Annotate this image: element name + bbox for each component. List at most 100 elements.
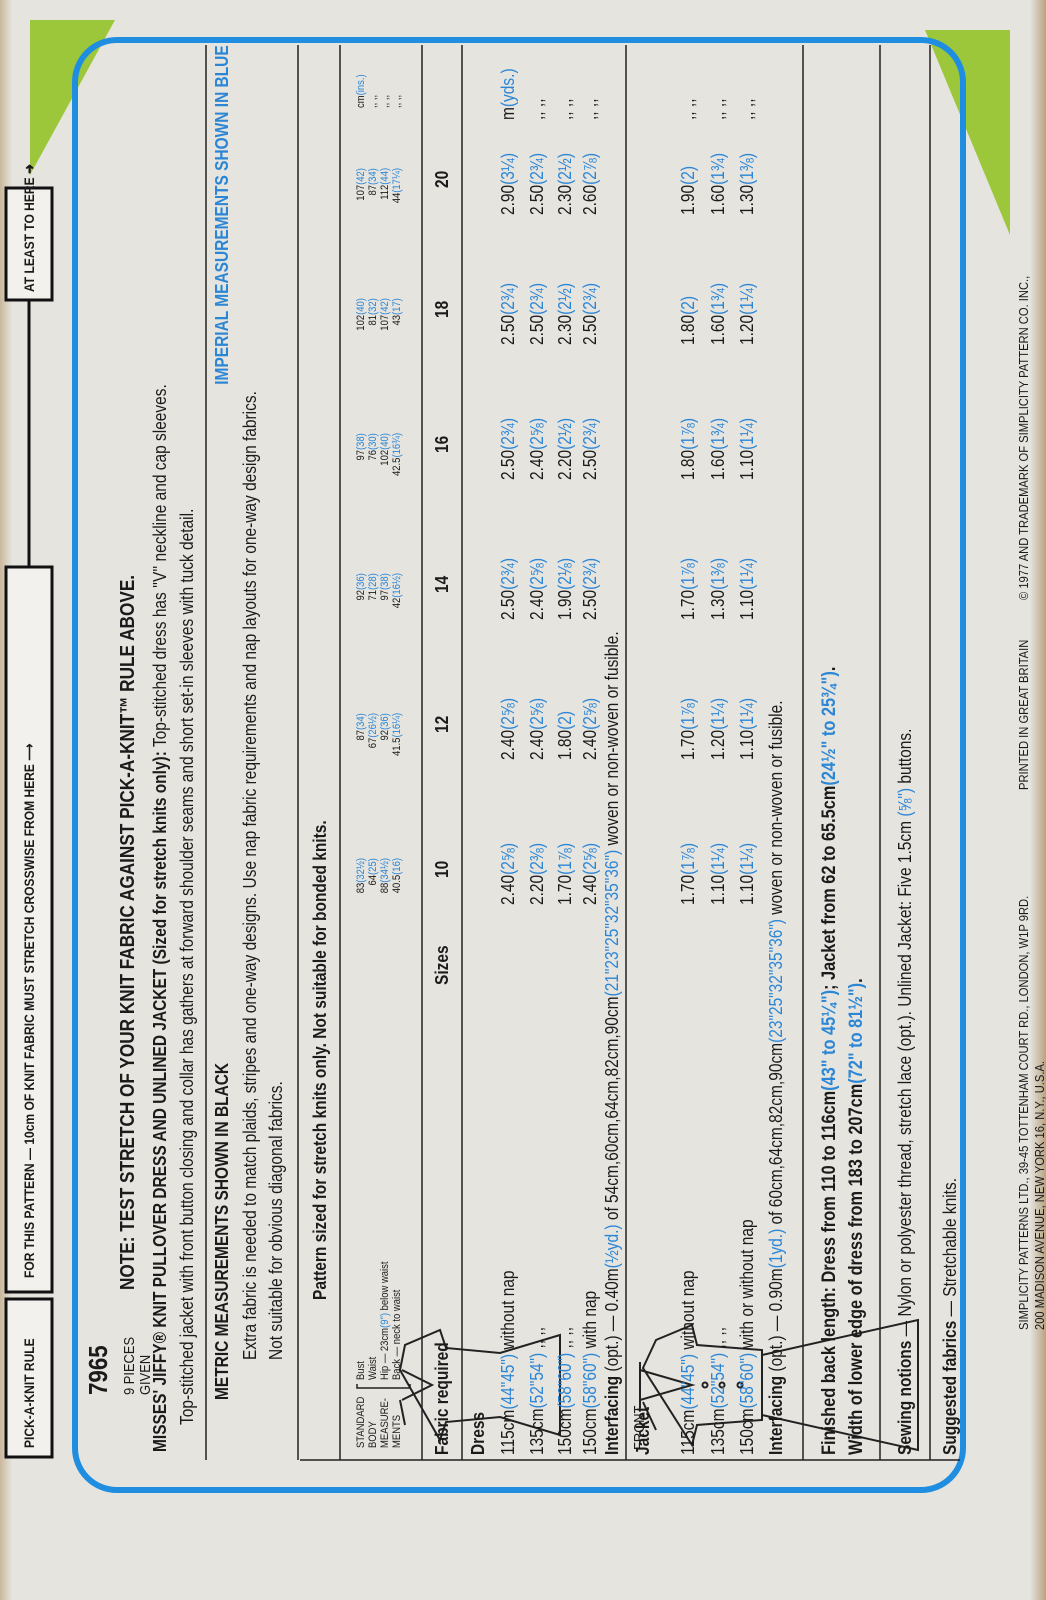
fabric-cell: 2.60(2⅞) — [580, 153, 600, 215]
text-segment: m — [498, 107, 518, 120]
measure-cell: 102(40) — [355, 298, 367, 331]
imperial: (1¼) — [708, 843, 728, 875]
rules — [205, 45, 960, 1461]
button — [718, 1381, 726, 1389]
imperial: (2⅝) — [527, 698, 547, 730]
imperial: (2⅜) — [527, 843, 547, 875]
fabric-cell: 2.50(2¾) — [527, 153, 547, 215]
text-segment: 150cm — [555, 1408, 575, 1455]
text-segment: of 54cm,60cm,64cm,82cm,90cm — [602, 996, 622, 1225]
text-segment: Finished back length: Dress from 110 to … — [819, 1090, 840, 1455]
imperial: (2½) — [555, 283, 575, 315]
measure-cell: 81(32) — [367, 298, 379, 325]
row-label: 150cm(58"60") with or without nap — [737, 1219, 757, 1455]
fabric-cell: 1.20(1¼) — [737, 283, 757, 345]
label: BODY — [367, 1421, 379, 1448]
text-segment: Waist — [367, 1356, 379, 1380]
fabric-cell: 2.40(2⅝) — [580, 843, 600, 905]
fabric-cell: 1.80(2) — [678, 296, 698, 345]
imperial: (1⅞) — [678, 558, 698, 590]
footer: SIMPLICITY PATTERNS LTD., 39-45 TOTTENHA… — [1016, 895, 1031, 1330]
fabric-cell: 2.30(2½) — [555, 283, 575, 345]
imperial: (38) — [355, 433, 367, 450]
measure-cell: 42(16½) — [391, 573, 403, 608]
note-line: Not suitable for obvious diagonal fabric… — [266, 1081, 286, 1360]
metric: 2.50 — [527, 314, 547, 345]
imperial: (1¼) — [737, 558, 757, 590]
imperial: (2¾) — [580, 558, 600, 590]
fabric-cell: 2.20(2½) — [555, 418, 575, 480]
text-segment: (½yd.) — [602, 1224, 622, 1269]
text-segment: Hip — 23cm — [379, 1327, 391, 1380]
imperial: (17) — [391, 298, 403, 315]
metric: 87 — [355, 729, 367, 741]
imperial: (16¼) — [391, 713, 403, 738]
jacket-figure — [639, 1318, 919, 1452]
measure-label: BODY — [367, 1421, 379, 1448]
fabric-cell: 2.50(2¾) — [580, 418, 600, 480]
label: MENTS — [391, 1414, 403, 1448]
imperial: (1¼) — [708, 698, 728, 730]
text-segment: woven or non-woven or fusible. — [602, 631, 622, 850]
corner-tab — [925, 30, 1010, 235]
imperial: (2⅝) — [527, 558, 547, 590]
imperial: (2⅝) — [580, 843, 600, 875]
metric: 1.90 — [555, 589, 575, 620]
measure-row-label: Bust — [355, 1361, 367, 1380]
row-label: 150cm(58"60") with nap — [580, 1291, 600, 1455]
metric: 2.20 — [527, 874, 547, 905]
row-label: 135cm(52"54") ,, ,, — [527, 1327, 547, 1455]
metric: 1.70 — [678, 874, 698, 905]
imperial: (2¾) — [527, 153, 547, 185]
measure-cell: 67(26½) — [367, 713, 379, 748]
text-segment: ,, ,, — [737, 98, 757, 120]
size: 16 — [432, 435, 452, 453]
fabric-cell: 2.50(2¾) — [580, 283, 600, 345]
footer: PRINTED IN GREAT BRITAIN — [1016, 639, 1031, 790]
metric: 1.70 — [678, 729, 698, 760]
imperial: (1⅞) — [678, 698, 698, 730]
text-segment: . — [819, 666, 840, 672]
text-segment: cm — [355, 95, 367, 108]
imperial: (2) — [678, 165, 698, 185]
imperial: (2) — [678, 295, 698, 315]
fabric-cell: 2.20(2⅜) — [527, 843, 547, 905]
text-segment: with nap — [580, 1290, 600, 1353]
measure-cell: 64(25) — [367, 858, 379, 885]
imperial: (36) — [379, 713, 391, 730]
text-segment: ,, ,, — [391, 94, 403, 108]
unit: m(yds.) — [498, 68, 518, 120]
imperial: (34) — [367, 168, 379, 185]
text-segment: (72" to 81½") — [846, 982, 867, 1084]
metric: 2.40 — [498, 874, 518, 905]
sizes-label: Sizes — [432, 945, 452, 985]
button — [736, 1381, 744, 1389]
note-line: Extra fabric is needed to match plaids, … — [240, 391, 260, 1360]
text-segment: — Nylon or polyester thread, stretch lac… — [895, 816, 915, 1341]
imperial: (16) — [391, 858, 403, 875]
footer: © 1977 AND TRADEMARK OF SIMPLICITY PATTE… — [1016, 275, 1031, 600]
metric: 2.40 — [527, 449, 547, 480]
text-segment: 135cm — [527, 1408, 547, 1455]
fabric-cell: 2.50(2¾) — [498, 418, 518, 480]
imperial: (2½) — [555, 418, 575, 450]
imperial: (40) — [379, 433, 391, 450]
row-label: 115cm(44"45") without nap — [678, 1270, 698, 1455]
size-label: 10 — [432, 861, 452, 878]
jacket-heading: Jacket — [633, 1406, 653, 1455]
imperial-heading: IMPERIAL MEASUREMENTS SHOWN IN BLUE — [212, 45, 232, 385]
fabric-cell: 2.40(2⅝) — [527, 698, 547, 760]
text-segment: Width of lower edge of dress from 183 to… — [846, 1083, 867, 1455]
text-segment: (44"45") — [498, 1353, 518, 1410]
metric: 44 — [391, 192, 403, 204]
imperial: (2⅝) — [527, 418, 547, 450]
imperial: (1⅜) — [708, 558, 728, 590]
metric: 1.60 — [708, 314, 728, 345]
imperial: (1⅞) — [678, 418, 698, 450]
lower-edge-width: Width of lower edge of dress from 183 to… — [846, 978, 867, 1455]
imperial: (16½) — [391, 573, 403, 598]
size: 12 — [432, 715, 452, 733]
imperial: (36) — [355, 573, 367, 590]
measure-cell: 71(28) — [367, 573, 379, 600]
imperial: (34½) — [379, 858, 391, 883]
